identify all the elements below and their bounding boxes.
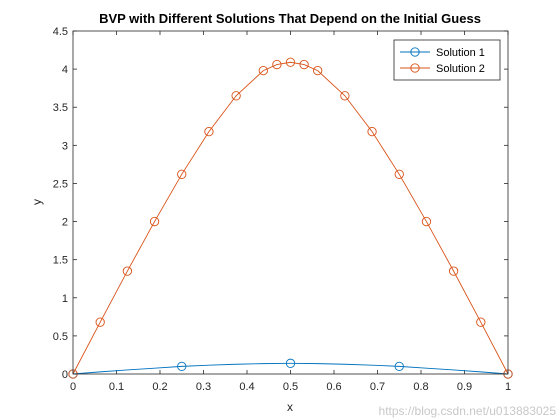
chart-title: BVP with Different Solutions That Depend… [99,11,481,26]
x-tick-label: 0.9 [457,381,472,393]
legend-label: Solution 2 [436,63,485,75]
series-line [72,61,509,375]
data-point [177,169,187,179]
y-tick-label: 4.5 [53,26,68,38]
data-point [448,266,459,276]
series-layer [68,57,513,379]
x-tick-label: 1 [505,381,511,393]
plot-frame [72,30,509,375]
data-point [394,361,404,372]
data-point [285,358,296,368]
data-point [367,126,377,137]
data-point [272,59,282,70]
axes: 0 0.1 0.2 0.3 0.4 0.5 0.6 0.7 0.8 0.9 1 0 0.5 1 1.5 2 2.… [53,26,511,393]
x-tick-label: 0.5 [283,381,298,393]
watermark-text: https://blog.csdn.net/u013883025 [378,404,556,418]
plot-area [73,31,508,374]
x-tick-label: 0.7 [370,381,385,393]
y-tick-label: 0.5 [53,331,68,343]
y-tick-label: 0 [62,369,68,381]
x-tick-label: 0.3 [196,381,211,393]
data-point [122,266,133,276]
data-point [299,59,309,70]
data-point [149,216,160,227]
data-point [204,126,214,137]
y-tick-label: 1 [62,293,68,305]
data-point [285,57,296,67]
legend-label: Solution 1 [436,47,485,59]
data-point [313,65,323,76]
legend-marker-swatch [410,47,420,57]
data-point [258,65,268,76]
data-point [177,361,187,372]
y-tick-label: 2.5 [53,178,68,190]
x-tick-label: 0.1 [109,381,124,393]
y-tick-label: 3 [62,140,68,152]
legend-entry: Solution 2 [400,63,485,75]
legend-entry: Solution 1 [400,47,485,59]
y-tick-label: 1.5 [53,255,68,267]
x-axis-label: x [287,400,293,414]
data-point [95,317,105,327]
legend-box [393,39,501,81]
x-tick-label: 0.6 [326,381,341,393]
legend: Solution 1 Solution 2 [393,39,501,81]
series-line [72,362,509,375]
x-tick-label: 0.2 [152,381,167,393]
y-axis-label: y [30,199,44,205]
data-point [340,91,350,101]
data-point [394,169,404,179]
data-point [421,216,432,227]
data-point [231,91,241,101]
x-tick-label: 0 [70,381,76,393]
data-point [476,317,486,327]
y-tick-label: 2 [62,217,68,229]
x-tick-label: 0.8 [413,381,428,393]
legend-marker-swatch [410,63,420,73]
y-tick-label: 3.5 [53,102,68,114]
y-tick-label: 4 [62,64,68,76]
x-tick-label: 0.4 [239,381,254,393]
